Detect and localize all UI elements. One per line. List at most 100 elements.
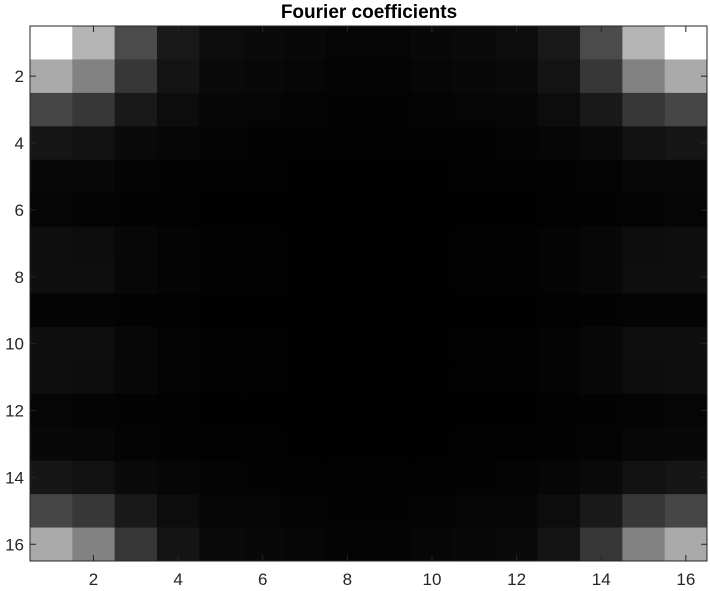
- heatmap-cell: [199, 193, 242, 228]
- heatmap-cell: [114, 527, 158, 562]
- heatmap-cell: [453, 293, 496, 328]
- y-tick-label: 8: [15, 268, 24, 287]
- heatmap-cell: [453, 92, 496, 127]
- heatmap-cell: [30, 326, 73, 361]
- heatmap-cell: [453, 460, 496, 495]
- heatmap-cell: [114, 126, 158, 161]
- heatmap-cell: [368, 159, 412, 194]
- heatmap-cell: [537, 260, 581, 294]
- heatmap-cell: [156, 293, 200, 328]
- y-tick-label: 14: [5, 468, 24, 487]
- heatmap-cell: [453, 126, 496, 161]
- heatmap-cell: [199, 494, 242, 528]
- heatmap-cell: [114, 427, 158, 462]
- heatmap-cell: [283, 26, 327, 60]
- heatmap-cell: [537, 427, 581, 462]
- heatmap-cell: [156, 126, 200, 161]
- heatmap-cell: [410, 260, 454, 294]
- heatmap-cell: [241, 59, 285, 94]
- y-tick-label: 12: [5, 402, 24, 421]
- heatmap-cell: [241, 193, 285, 228]
- heatmap-cell: [580, 293, 623, 328]
- heatmap-cell: [114, 26, 158, 60]
- heatmap-cell: [580, 360, 623, 395]
- heatmap-cell: [30, 126, 73, 161]
- heatmap-cell: [241, 494, 285, 528]
- heatmap-cell: [114, 92, 158, 127]
- heatmap-cell: [114, 159, 158, 194]
- heatmap-cell: [241, 260, 285, 294]
- heatmap-cell: [283, 193, 327, 228]
- heatmap-cell: [410, 126, 454, 161]
- heatmap-cell: [495, 460, 539, 495]
- heatmap-cell: [114, 59, 158, 94]
- heatmap-cell: [326, 193, 369, 228]
- heatmap-cell: [283, 59, 327, 94]
- heatmap-cell: [199, 92, 242, 127]
- heatmap-cell: [537, 494, 581, 528]
- heatmap-cell: [326, 226, 369, 261]
- heatmap-cell: [537, 126, 581, 161]
- heatmap-cell: [410, 326, 454, 361]
- heatmap-cell: [156, 226, 200, 261]
- heatmap-cell: [410, 226, 454, 261]
- heatmap-cell: [580, 494, 623, 528]
- heatmap-cell: [664, 193, 708, 228]
- heatmap-cell: [453, 226, 496, 261]
- y-tick-label: 16: [5, 535, 24, 554]
- x-tick-label: 10: [423, 570, 442, 589]
- heatmap-cell: [72, 226, 116, 261]
- axes-frame: [29, 25, 708, 562]
- heatmap-cell: [664, 260, 708, 294]
- heatmap-cell: [30, 360, 73, 395]
- heatmap-cell: [114, 293, 158, 328]
- heatmap-cell: [326, 360, 369, 395]
- heatmap-cell: [495, 193, 539, 228]
- y-axis: 2 4 6 8 10 12 14 16: [5, 67, 707, 554]
- heatmap-cell: [326, 59, 369, 94]
- heatmap-cell: [495, 126, 539, 161]
- heatmap-cell: [580, 460, 623, 495]
- heatmap-cell: [495, 494, 539, 528]
- heatmap-cell: [495, 293, 539, 328]
- heatmap-cell: [664, 494, 708, 528]
- heatmap-cell: [199, 126, 242, 161]
- heatmap-cell: [664, 159, 708, 194]
- heatmap-cell: [326, 260, 369, 294]
- heatmap-cell: [410, 360, 454, 395]
- heatmap-cell: [30, 92, 73, 127]
- heatmap-cell: [368, 360, 412, 395]
- heatmap-cell: [580, 59, 623, 94]
- heatmap-cell: [326, 293, 369, 328]
- heatmap-cell: [114, 260, 158, 294]
- heatmap-cell: [368, 393, 412, 428]
- heatmap-cell: [283, 326, 327, 361]
- heatmap-cell: [30, 260, 73, 294]
- heatmap-cell: [30, 527, 73, 562]
- heatmap-cell: [326, 494, 369, 528]
- heatmap-cell: [30, 193, 73, 228]
- heatmap-cell: [622, 226, 666, 261]
- heatmap-cell: [580, 326, 623, 361]
- heatmap-cell: [283, 92, 327, 127]
- heatmap-cell: [664, 226, 708, 261]
- heatmap-cell: [72, 494, 116, 528]
- heatmap-cell: [283, 260, 327, 294]
- heatmap-cell: [199, 427, 242, 462]
- heatmap-cell: [30, 494, 73, 528]
- heatmap-cell: [30, 226, 73, 261]
- heatmap-cell: [537, 393, 581, 428]
- heatmap-cell: [453, 527, 496, 562]
- heatmap-cell: [410, 293, 454, 328]
- heatmap-cell: [368, 427, 412, 462]
- heatmap-cell: [72, 293, 116, 328]
- x-tick-label: 14: [592, 570, 611, 589]
- heatmap-cell: [368, 260, 412, 294]
- heatmap-cell: [622, 527, 666, 562]
- heatmap-cell: [664, 427, 708, 462]
- heatmap-cell: [495, 360, 539, 395]
- heatmap-cell: [199, 360, 242, 395]
- heatmap-cell: [664, 59, 708, 94]
- heatmap-cell: [622, 26, 666, 60]
